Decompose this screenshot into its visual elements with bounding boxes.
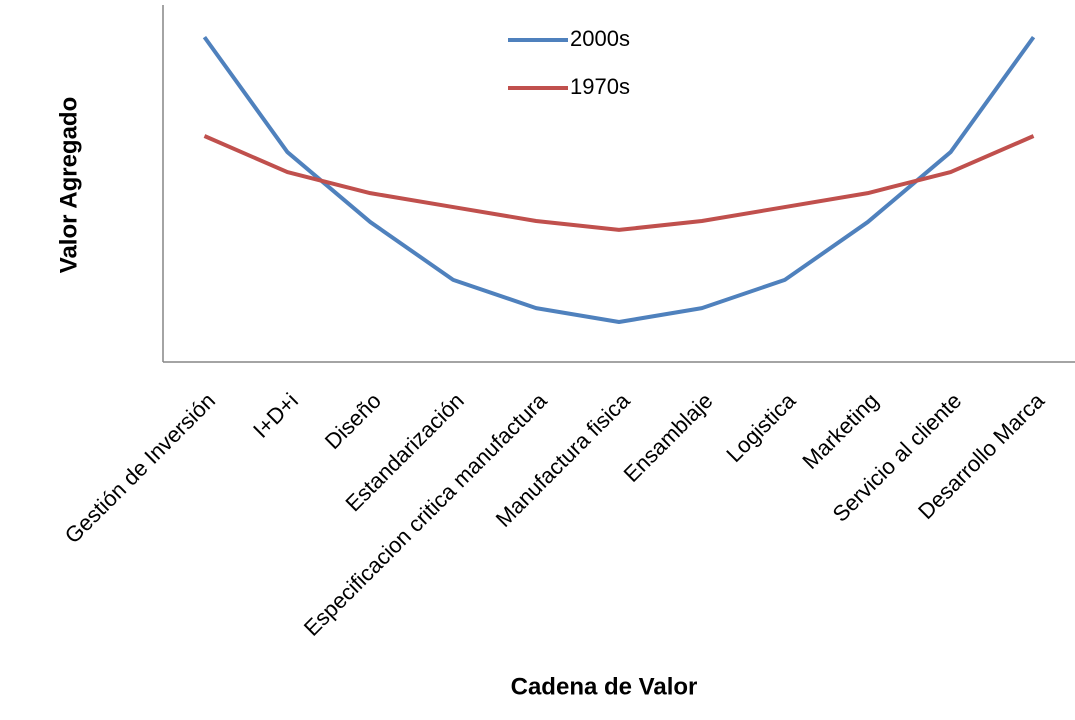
x-tick-label: Marketing [797, 388, 883, 474]
x-tick-label: Logistica [721, 387, 801, 467]
legend-label: 2000s [570, 26, 630, 51]
x-axis-title: Cadena de Valor [511, 673, 698, 700]
x-tick-label: Gestión de Inversión [60, 388, 220, 548]
legend-label: 1970s [570, 74, 630, 99]
x-tick-label: I+D+i [248, 388, 303, 443]
x-tick-label: Ensamblaje [619, 388, 718, 487]
y-axis-title: Valor Agregado [55, 97, 82, 273]
x-tick-label: Diseño [320, 388, 386, 454]
line-series [203, 134, 1035, 232]
line-series [202, 35, 1036, 325]
